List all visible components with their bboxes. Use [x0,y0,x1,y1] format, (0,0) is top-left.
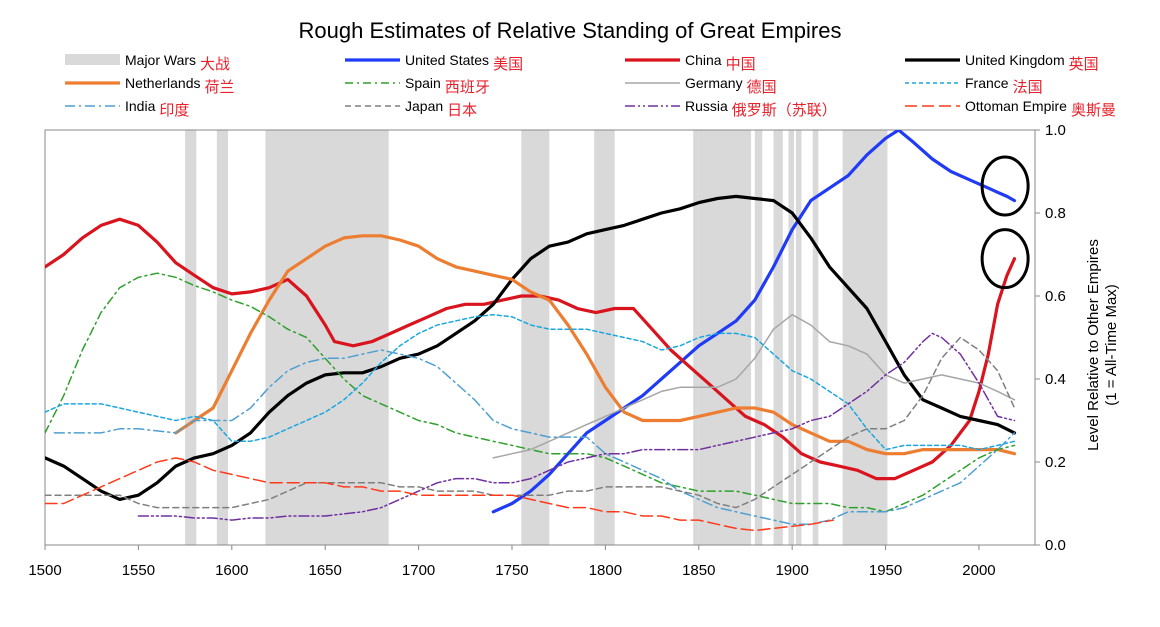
war-band-12 [842,130,888,545]
series-line-china [45,217,1017,481]
legend-item-china: China 中国 [625,52,756,73]
war-band-4 [594,130,615,545]
legend-label-cn: 大战 [200,55,230,73]
legend-label-cn: 美国 [493,55,523,73]
war-band-10 [795,130,802,545]
legend-label: India [125,98,156,114]
legend-label: Ottoman Empire [965,98,1067,114]
legend-label: Germany [685,75,743,91]
china-end-highlight [980,228,1030,290]
x-tick-label: 1500 [28,562,61,579]
chart-title: Rough Estimates of Relative Standing of … [299,18,842,43]
x-tick-label: 2000 [962,562,995,579]
legend-label: Major Wars [125,52,196,68]
legend-label-cn: 英国 [1069,55,1099,73]
legend-item-russia: Russia 俄罗斯（苏联） [625,98,837,119]
legend-label-cn: 法国 [1013,78,1043,96]
y-tick-label: 0.6 [1045,288,1066,305]
legend-label: United Kingdom [965,52,1065,68]
legend-label: China [685,52,722,68]
x-tick-label: 1750 [495,562,528,579]
legend-item-japan: Japan 日本 [345,98,477,119]
x-tick-label: 1600 [215,562,248,579]
series-line-netherlands [174,234,1017,456]
x-tick-label: 1550 [122,562,155,579]
x-tick-label: 1950 [869,562,902,579]
x-tick-label: 1800 [589,562,622,579]
legend-item-united-kingdom: United Kingdom 英国 [905,52,1099,73]
legend-label-cn: 中国 [726,55,756,73]
legend-item-india: India 印度 [65,98,189,119]
legend-label-cn: 奥斯曼 [1071,101,1116,119]
series-line-india [53,349,1016,526]
legend-label-cn: 俄罗斯（苏联） [732,101,837,119]
x-axis: 1500 1550 1600 1650 1700 1750 1800 1850 1900 1950… [28,545,996,579]
legend-label: France [965,75,1009,91]
legend-label-cn: 荷兰 [205,78,235,96]
y-tick-label: 0.8 [1045,205,1066,222]
legend-label: Russia [685,98,728,114]
legend-label: Japan [405,98,443,114]
legend-label-cn: 西班牙 [445,78,490,96]
legend-label: Spain [405,75,441,91]
x-tick-label: 1850 [682,562,715,579]
war-band-0 [185,130,197,545]
legend-label-cn: 印度 [159,101,189,119]
series-line-france [45,313,1016,451]
war-band-7 [754,130,763,545]
y-axis-title: Level Relative to Other Empires [1085,239,1102,451]
war-band-1 [216,130,229,545]
legend-label: Netherlands [125,75,201,91]
legend-item-major-wars: Major Wars 大战 [65,52,230,73]
legend-item-spain: Spain 西班牙 [345,75,490,96]
series-line-ottoman-empire [45,457,835,532]
series-line-united-kingdom [45,194,1017,501]
war-band-8 [773,130,783,545]
series-line-russia [137,332,1016,521]
series-line-japan [45,336,1016,509]
y-axis-subtitle: (1 = All-Time Max) [1103,284,1120,406]
x-tick-label: 1900 [775,562,808,579]
us-end-highlight [980,155,1030,217]
plot-frame [44,129,1036,546]
series-line-united-states [491,130,1017,514]
war-band-5 [693,130,699,545]
legend-item-france: France 法国 [905,75,1043,96]
legend-item-united-states: United States 美国 [345,52,523,73]
plot-area [44,129,1036,546]
legend-item-netherlands: Netherlands 荷兰 [65,75,235,96]
x-tick-label: 1700 [402,562,435,579]
y-axis: 0.0 0.2 0.4 0.6 0.8 1.0 [1035,122,1066,554]
series-lines [45,130,1017,532]
legend-swatch [65,54,120,65]
y-tick-label: 1.0 [1045,122,1066,139]
legend: Major Wars 大战 United States 美国 China 中国 United… [65,52,1116,119]
legend-label-cn: 日本 [447,101,477,119]
legend-item-germany: Germany 德国 [625,75,777,96]
y-tick-label: 0.2 [1045,454,1066,471]
y-tick-label: 0.0 [1045,537,1066,554]
series-line-germany [492,313,1016,459]
legend-label-cn: 德国 [747,78,777,96]
war-band-3 [521,130,550,545]
war-band-9 [788,130,795,545]
y-tick-label: 0.4 [1045,371,1066,388]
highlight-circles [980,155,1030,290]
x-tick-label: 1650 [309,562,342,579]
legend-item-ottoman-empire: Ottoman Empire 奥斯曼 [905,98,1116,119]
war-band-11 [812,130,819,545]
war-band-2 [265,130,389,545]
legend-label: United States [405,52,489,68]
war-band-6 [698,130,752,545]
